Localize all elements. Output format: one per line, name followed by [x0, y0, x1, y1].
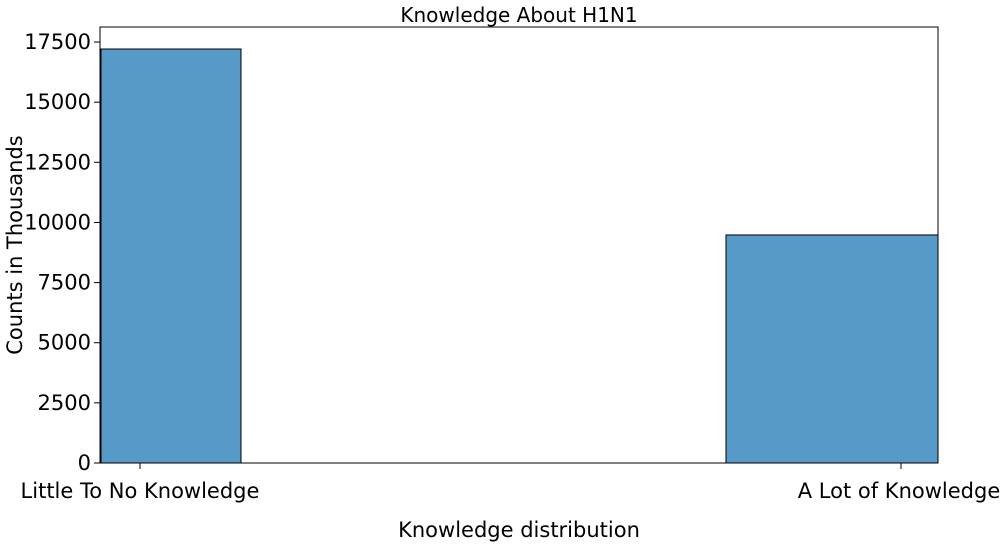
y-tick-label: 5000 [38, 331, 91, 355]
x-axis-label: Knowledge distribution [398, 518, 640, 542]
y-axis: 0 2500 5000 7500 10000 12500 15000 17500 [24, 30, 100, 475]
bars-group [100, 48, 939, 464]
y-tick-label: 12500 [24, 150, 91, 174]
chart-title: Knowledge About H1N1 [400, 3, 637, 27]
y-tick-label: 17500 [24, 30, 91, 54]
bar-1 [100, 48, 242, 464]
x-tick-label: A Lot of Knowledge [798, 479, 1000, 503]
y-tick-label: 7500 [38, 271, 91, 295]
y-tick-label: 2500 [38, 391, 91, 415]
y-tick-label: 15000 [24, 90, 91, 114]
y-tick-label: 0 [78, 451, 91, 475]
bar-2 [725, 234, 939, 464]
x-axis: Little To No Knowledge A Lot of Knowledge [21, 463, 1000, 503]
y-axis-label: Counts in Thousands [3, 135, 27, 355]
x-tick-label: Little To No Knowledge [21, 479, 260, 503]
y-tick-label: 10000 [24, 210, 91, 234]
plot-area-frame [99, 26, 939, 464]
